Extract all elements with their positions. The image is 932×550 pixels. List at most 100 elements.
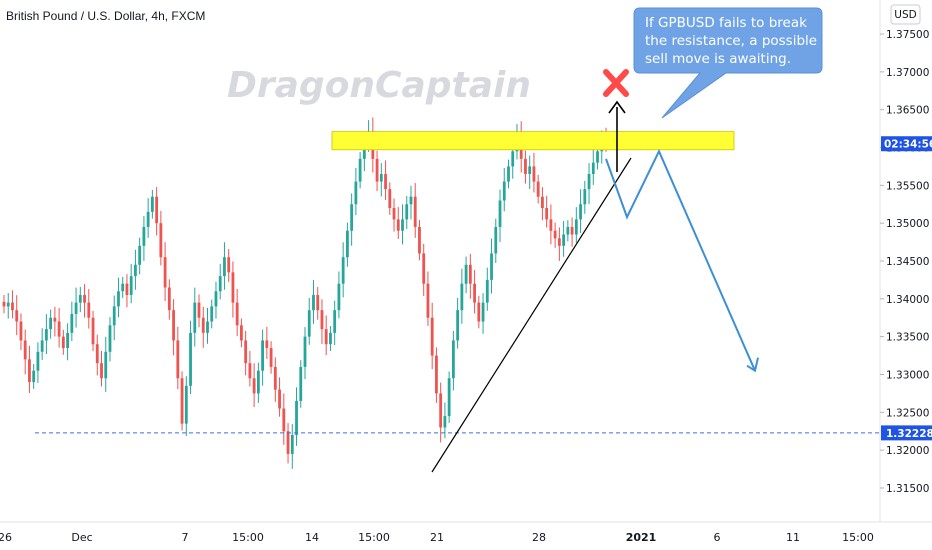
watermark: DragonCaptain bbox=[227, 65, 531, 106]
projection-arrowhead bbox=[746, 357, 759, 373]
candle-up bbox=[32, 370, 36, 383]
candle-up bbox=[358, 158, 362, 182]
resistance-zone[interactable] bbox=[331, 131, 735, 151]
candle-down bbox=[265, 340, 269, 348]
candle-up bbox=[405, 204, 409, 220]
candle-down bbox=[324, 329, 328, 345]
candle-up bbox=[312, 295, 315, 311]
candle-down bbox=[91, 317, 95, 345]
candle-up bbox=[40, 340, 44, 352]
candle-down bbox=[435, 355, 438, 394]
candle-down bbox=[201, 317, 205, 333]
candle-up bbox=[138, 245, 142, 265]
price-tick-label: 1.34500 bbox=[886, 256, 929, 268]
candle-down bbox=[273, 366, 277, 390]
candle-down bbox=[473, 283, 476, 303]
candle-down bbox=[240, 325, 243, 341]
candle-up bbox=[307, 310, 311, 337]
annotation-line-3: sell move is awaiting. bbox=[645, 51, 791, 67]
candle-down bbox=[167, 287, 171, 311]
candle-up bbox=[490, 253, 493, 280]
candle-up bbox=[507, 166, 510, 182]
candle-down bbox=[23, 340, 27, 360]
time-tick-label: 21 bbox=[430, 531, 444, 544]
candle-down bbox=[426, 283, 430, 318]
time-tick-label: 26 bbox=[0, 531, 12, 544]
candle-up bbox=[299, 366, 303, 401]
candle-up bbox=[443, 416, 447, 428]
projection-path[interactable] bbox=[605, 148, 756, 372]
candle-down bbox=[235, 302, 239, 326]
price-axis[interactable]: 1.375001.370001.365001.360001.355001.350… bbox=[880, 29, 929, 495]
time-tick-label: 15:00 bbox=[358, 531, 390, 544]
time-tick-label: 2021 bbox=[626, 531, 657, 544]
candle-down bbox=[248, 363, 252, 379]
candle-up bbox=[528, 166, 532, 174]
time-axis[interactable]: 26 Dec 7 15:00 14 15:00 21 28 2021 6 11 15:00 bbox=[0, 531, 874, 544]
candle-up bbox=[142, 226, 146, 246]
candle-up bbox=[121, 283, 125, 292]
time-tick-label: Dec bbox=[71, 531, 92, 544]
currency-button[interactable]: USD bbox=[890, 4, 921, 25]
candle-down bbox=[375, 158, 379, 182]
price-tick-label: 1.37500 bbox=[886, 29, 929, 41]
candle-up bbox=[341, 257, 345, 284]
candle-up bbox=[451, 340, 455, 379]
candle-up bbox=[108, 325, 112, 352]
candle-up bbox=[574, 219, 578, 235]
candle-up bbox=[333, 310, 337, 333]
candle-up bbox=[566, 226, 570, 235]
candle-down bbox=[57, 321, 61, 337]
current-price-tag: 02:34:56 bbox=[881, 136, 932, 152]
candle-down bbox=[468, 264, 472, 284]
candle-down bbox=[384, 174, 387, 190]
candle-down bbox=[244, 340, 248, 364]
candle-up bbox=[591, 162, 595, 174]
candle-down bbox=[83, 295, 86, 303]
candle-up bbox=[218, 276, 222, 292]
candle-down bbox=[61, 336, 65, 348]
candle-up bbox=[579, 204, 582, 220]
trend-line[interactable] bbox=[431, 157, 632, 473]
price-tick-label: 1.34000 bbox=[886, 294, 929, 306]
candle-up bbox=[70, 313, 74, 333]
candle-down bbox=[553, 230, 557, 239]
candle-down bbox=[286, 431, 290, 454]
candle-down bbox=[282, 408, 286, 432]
support-price-tag: 1.32228 bbox=[881, 425, 932, 441]
candle-down bbox=[430, 317, 434, 356]
annotation-callout[interactable]: If GPBUSD fails to break the resistance,… bbox=[633, 7, 823, 119]
candle-down bbox=[95, 344, 99, 364]
time-tick-label: 28 bbox=[532, 531, 546, 544]
candle-down bbox=[28, 359, 31, 383]
price-tick-label: 1.32000 bbox=[886, 445, 929, 457]
price-tick-label: 1.33500 bbox=[886, 332, 929, 344]
candle-down bbox=[231, 272, 235, 303]
candle-up bbox=[498, 200, 502, 227]
candle-down bbox=[545, 208, 549, 220]
candle-down bbox=[541, 196, 544, 209]
cross-icon bbox=[603, 69, 629, 97]
candle-down bbox=[413, 196, 417, 227]
time-tick-label: 7 bbox=[182, 531, 189, 544]
annotation-line-1: If GPBUSD fails to break bbox=[645, 15, 807, 31]
candle-up bbox=[210, 306, 214, 322]
candle-down bbox=[278, 389, 281, 409]
candle-up bbox=[78, 295, 82, 303]
time-tick-label: 15:00 bbox=[842, 531, 874, 544]
candle-down bbox=[422, 253, 426, 284]
candle-down bbox=[252, 378, 256, 394]
candle-up bbox=[184, 385, 188, 424]
time-tick-label: 6 bbox=[714, 531, 721, 544]
candle-up bbox=[223, 257, 226, 277]
candle-up bbox=[409, 196, 413, 205]
candle-down bbox=[180, 378, 184, 424]
candle-up bbox=[362, 143, 366, 159]
time-tick-label: 15:00 bbox=[232, 531, 264, 544]
candle-up bbox=[447, 378, 451, 417]
candle-up bbox=[214, 291, 218, 307]
price-tick-label: 1.31500 bbox=[886, 483, 929, 495]
currency-label: USD bbox=[894, 9, 916, 21]
price-tick-label: 1.36500 bbox=[886, 105, 929, 117]
